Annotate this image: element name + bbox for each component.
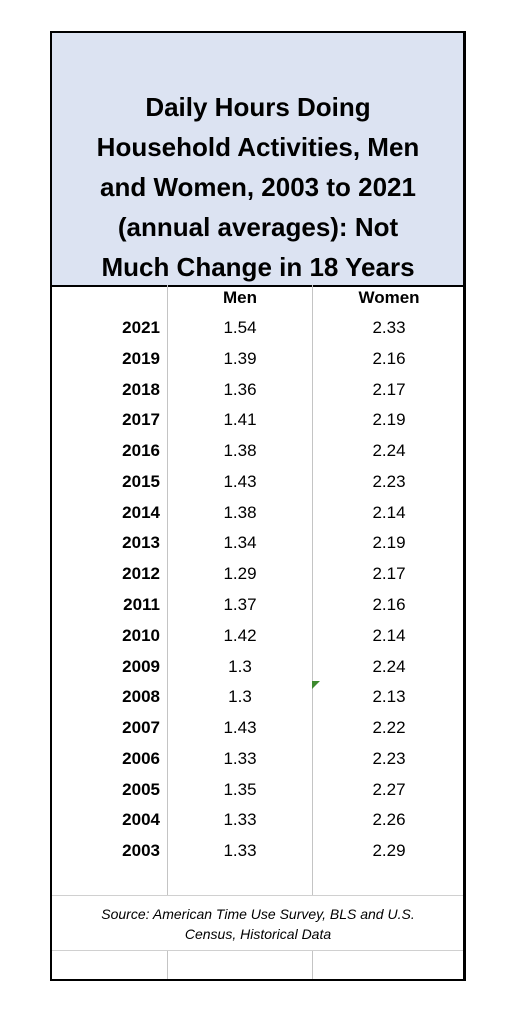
title-background	[52, 33, 464, 287]
men-cell: 1.39	[223, 348, 257, 368]
women-cell: 2.19	[372, 533, 406, 553]
column-divider	[312, 285, 313, 895]
year-cell: 2010	[122, 625, 160, 645]
year-cell: 2013	[122, 533, 160, 553]
women-cell: 2.13	[372, 687, 406, 707]
women-cell: 2.23	[372, 748, 406, 768]
year-cell: 2014	[122, 502, 160, 522]
row-divider	[52, 895, 464, 896]
year-cell: 2006	[122, 748, 160, 768]
year-cell: 2005	[122, 779, 160, 799]
men-cell: 1.38	[223, 441, 257, 461]
column-divider	[312, 950, 313, 981]
year-cell: 2008	[122, 687, 160, 707]
men-cell: 1.41	[223, 410, 257, 430]
women-cell: 2.14	[372, 502, 406, 522]
women-cell: 2.19	[372, 410, 406, 430]
year-cell: 2003	[122, 841, 160, 861]
year-cell: 2015	[122, 471, 160, 491]
source-line: Source: American Time Use Survey, BLS an…	[101, 906, 415, 922]
title-line: Much Change in 18 Years	[101, 252, 415, 282]
men-cell: 1.42	[223, 625, 257, 645]
column-divider	[167, 950, 168, 981]
women-cell: 2.26	[372, 810, 406, 830]
women-cell: 2.23	[372, 471, 406, 491]
women-cell: 2.16	[372, 595, 406, 614]
year-cell: 2011	[123, 595, 160, 614]
year-cell: 2009	[122, 656, 160, 676]
column-header: Women	[358, 288, 420, 307]
title-line: Daily Hours Doing	[145, 92, 371, 122]
column-header: Men	[223, 288, 257, 307]
men-cell: 1.3	[228, 656, 252, 676]
women-cell: 2.17	[372, 379, 406, 399]
men-cell: 1.3	[228, 687, 252, 707]
men-cell: 1.43	[223, 471, 257, 491]
men-cell: 1.29	[223, 564, 257, 584]
men-cell: 1.37	[223, 595, 257, 614]
year-cell: 2018	[122, 379, 160, 399]
table-border	[50, 31, 466, 981]
men-cell: 1.35	[223, 779, 257, 799]
title-line: Household Activities, Men	[96, 132, 420, 162]
men-cell: 1.38	[223, 502, 257, 522]
year-cell: 2021	[122, 318, 160, 337]
year-cell: 2007	[122, 718, 160, 738]
women-cell: 2.14	[372, 625, 406, 645]
year-cell: 2004	[122, 810, 160, 830]
men-cell: 1.54	[223, 318, 257, 337]
year-cell: 2017	[122, 410, 160, 430]
year-cell: 2012	[122, 564, 160, 584]
men-cell: 1.36	[223, 379, 257, 399]
title-line: (annual averages): Not	[117, 212, 399, 242]
men-cell: 1.33	[223, 748, 257, 768]
men-cell: 1.34	[223, 533, 257, 553]
women-cell: 2.17	[372, 564, 406, 584]
women-cell: 2.24	[372, 656, 406, 676]
men-cell: 1.33	[223, 841, 257, 861]
column-divider	[167, 285, 168, 895]
women-cell: 2.22	[372, 718, 406, 738]
women-cell: 2.27	[372, 779, 406, 799]
row-divider	[52, 950, 464, 951]
women-cell: 2.24	[372, 441, 406, 461]
men-cell: 1.33	[223, 810, 257, 830]
year-cell: 2016	[122, 441, 160, 461]
year-cell: 2019	[122, 348, 160, 368]
source-line: Census, Historical Data	[184, 926, 332, 942]
women-cell: 2.16	[372, 348, 406, 368]
women-cell: 2.29	[372, 841, 406, 861]
women-cell: 2.33	[372, 318, 406, 337]
title-line: and Women, 2003 to 2021	[100, 172, 416, 202]
men-cell: 1.43	[223, 718, 257, 738]
comment-indicator	[312, 681, 320, 689]
